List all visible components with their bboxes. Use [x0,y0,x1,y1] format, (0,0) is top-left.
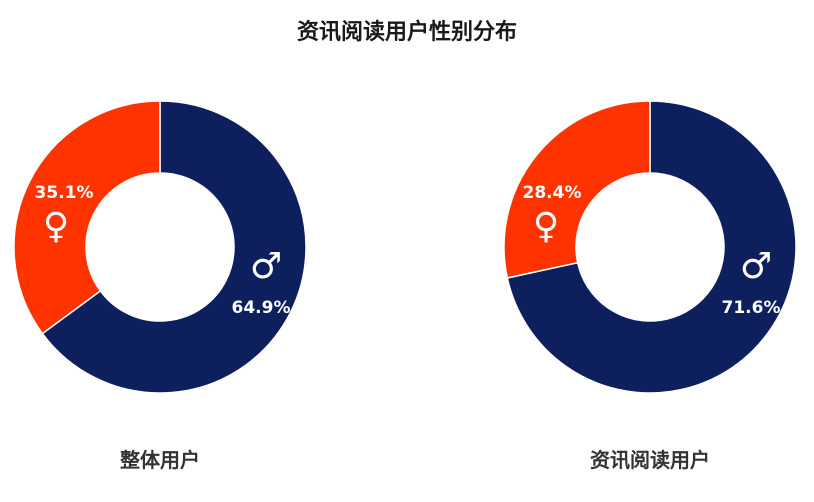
chart-2-male-slice [506,100,797,394]
chart-title: 资讯阅读用户性别分布 [296,20,517,45]
chart-1-male-symbol-icon: ♂ [250,246,282,287]
chart-2-male-symbol-icon: ♂ [740,246,772,287]
chart-1-male-slice [41,100,307,394]
chart-1-female-percent-label: 35.1% [35,183,94,203]
chart-1-male-percent-label: 64.9% [232,298,291,318]
chart-2-male-percent-label: 71.6% [722,298,781,318]
chart-1-female-slice [13,100,161,335]
chart-1-female-symbol-icon: ♀ [43,206,69,247]
chart-2-female-slice [503,100,651,279]
chart-2-female-percent-label: 28.4% [523,183,582,203]
chart-2-female-symbol-icon: ♀ [533,206,559,247]
chart-2-subtitle: 资讯阅读用户 [590,448,710,472]
chart-1-subtitle: 整体用户 [120,448,200,472]
